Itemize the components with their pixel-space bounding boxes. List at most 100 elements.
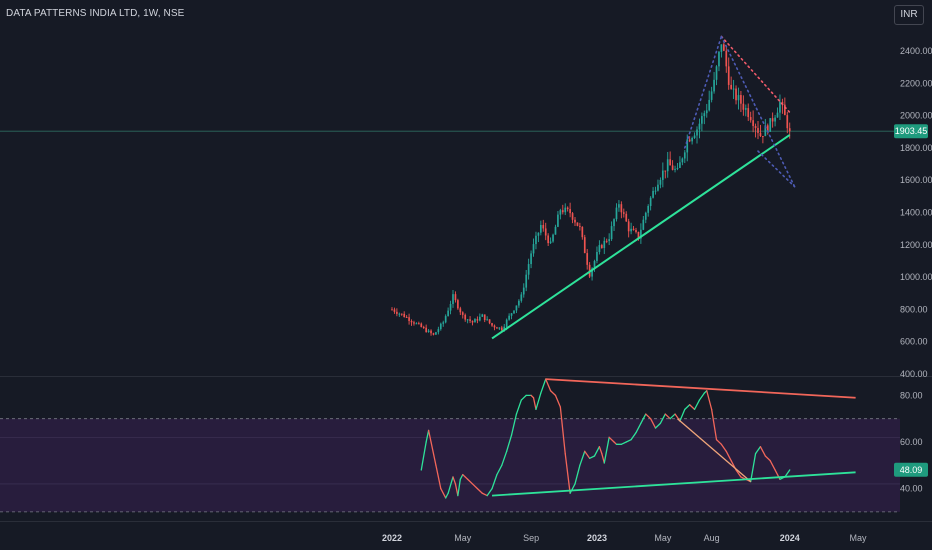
- candle: [774, 114, 776, 127]
- candle-body: [696, 129, 698, 136]
- candle: [527, 258, 530, 280]
- candle-body: [471, 320, 474, 323]
- candle-body: [554, 226, 557, 235]
- candle-body: [732, 88, 735, 90]
- candle-body: [610, 226, 613, 240]
- candle: [627, 218, 630, 238]
- candle: [749, 111, 752, 123]
- candle-body: [754, 125, 757, 129]
- candle: [727, 57, 730, 90]
- candle: [598, 240, 601, 255]
- dotted-projection-line: [720, 35, 796, 188]
- candle: [564, 203, 567, 216]
- candle-body: [786, 115, 789, 129]
- candle: [493, 324, 496, 331]
- candle-body: [522, 287, 525, 295]
- candle-body: [776, 112, 779, 118]
- candle: [486, 316, 489, 321]
- candle-body: [686, 139, 689, 153]
- candle: [708, 90, 711, 112]
- candle: [544, 222, 547, 241]
- rsi-segment: [584, 450, 591, 459]
- candle: [518, 299, 520, 308]
- candle: [740, 90, 742, 113]
- candle: [732, 79, 735, 100]
- candle: [786, 111, 789, 134]
- candle: [586, 249, 589, 270]
- price-tick-label: 1200.00: [900, 240, 932, 250]
- rsi-segment: [620, 441, 627, 445]
- candle: [415, 322, 418, 325]
- rsi-segment: [735, 469, 742, 478]
- rsi-tick-label: 40.00: [900, 484, 923, 494]
- candle: [681, 157, 684, 166]
- candle: [459, 306, 462, 316]
- candle: [466, 318, 469, 324]
- candle-body: [500, 327, 503, 331]
- rsi-segment: [430, 441, 437, 466]
- candle: [476, 316, 479, 324]
- candle-body: [671, 165, 674, 170]
- rsi-segment: [445, 492, 449, 499]
- candle: [535, 231, 537, 250]
- candle-body: [408, 317, 410, 321]
- rsi-axis: 40.00 60.00 80.00: [900, 390, 923, 493]
- candle-body: [427, 330, 430, 332]
- candle-body: [518, 300, 520, 306]
- time-tick-label: 2022: [382, 533, 402, 543]
- candle: [757, 121, 759, 140]
- candle: [676, 162, 679, 171]
- candle: [618, 200, 620, 212]
- candle: [705, 103, 708, 118]
- candle-body: [705, 110, 708, 114]
- candle: [576, 222, 579, 227]
- price-tick-label: 800.00: [900, 304, 928, 314]
- rsi-segment: [625, 439, 632, 443]
- candle: [457, 298, 459, 310]
- candle-body: [649, 197, 652, 206]
- candle-body: [666, 159, 669, 172]
- candle: [478, 313, 481, 322]
- rsi-segment: [764, 455, 771, 462]
- candle: [561, 204, 564, 215]
- rsi-segment: [693, 399, 701, 411]
- rsi-segment: [440, 487, 447, 499]
- price-tick-label: 2200.00: [900, 78, 932, 88]
- rsi-last-value-badge: 48.09: [894, 462, 928, 477]
- candle-body: [681, 158, 684, 163]
- candle: [471, 320, 474, 326]
- rsi-segment: [471, 483, 479, 490]
- candle: [715, 65, 718, 86]
- rsi-segment: [574, 464, 581, 485]
- candle: [679, 156, 681, 169]
- rsi-segment: [481, 492, 488, 497]
- candle: [640, 223, 642, 244]
- candle-body: [488, 319, 491, 324]
- candle-body: [615, 207, 618, 220]
- price-tick-label: 400.00: [900, 369, 928, 379]
- candle-body: [759, 132, 762, 137]
- rsi-segment: [476, 487, 483, 494]
- candle-body: [552, 234, 554, 242]
- candle: [737, 87, 740, 110]
- candle-body: [444, 316, 447, 323]
- candle: [735, 85, 737, 105]
- candle-body: [559, 210, 562, 215]
- candle-body: [627, 221, 630, 232]
- candle-body: [430, 330, 432, 334]
- rsi-segment: [435, 464, 442, 490]
- candle-body: [674, 168, 676, 170]
- last-price-badge-text: 1903.45: [895, 126, 928, 136]
- candle-body: [659, 179, 662, 185]
- candle: [393, 307, 396, 314]
- candle-body: [413, 322, 415, 324]
- rsi-segment: [715, 439, 723, 445]
- candle-body: [701, 116, 703, 124]
- rsi-tick-label: 60.00: [900, 437, 923, 447]
- time-tick-label: 2023: [587, 533, 607, 543]
- time-axis[interactable]: 2022 May Sep 2023 May Aug 2024 May: [382, 533, 867, 543]
- candle: [771, 112, 774, 128]
- candle-body: [757, 128, 759, 133]
- currency-button[interactable]: INR: [894, 5, 924, 25]
